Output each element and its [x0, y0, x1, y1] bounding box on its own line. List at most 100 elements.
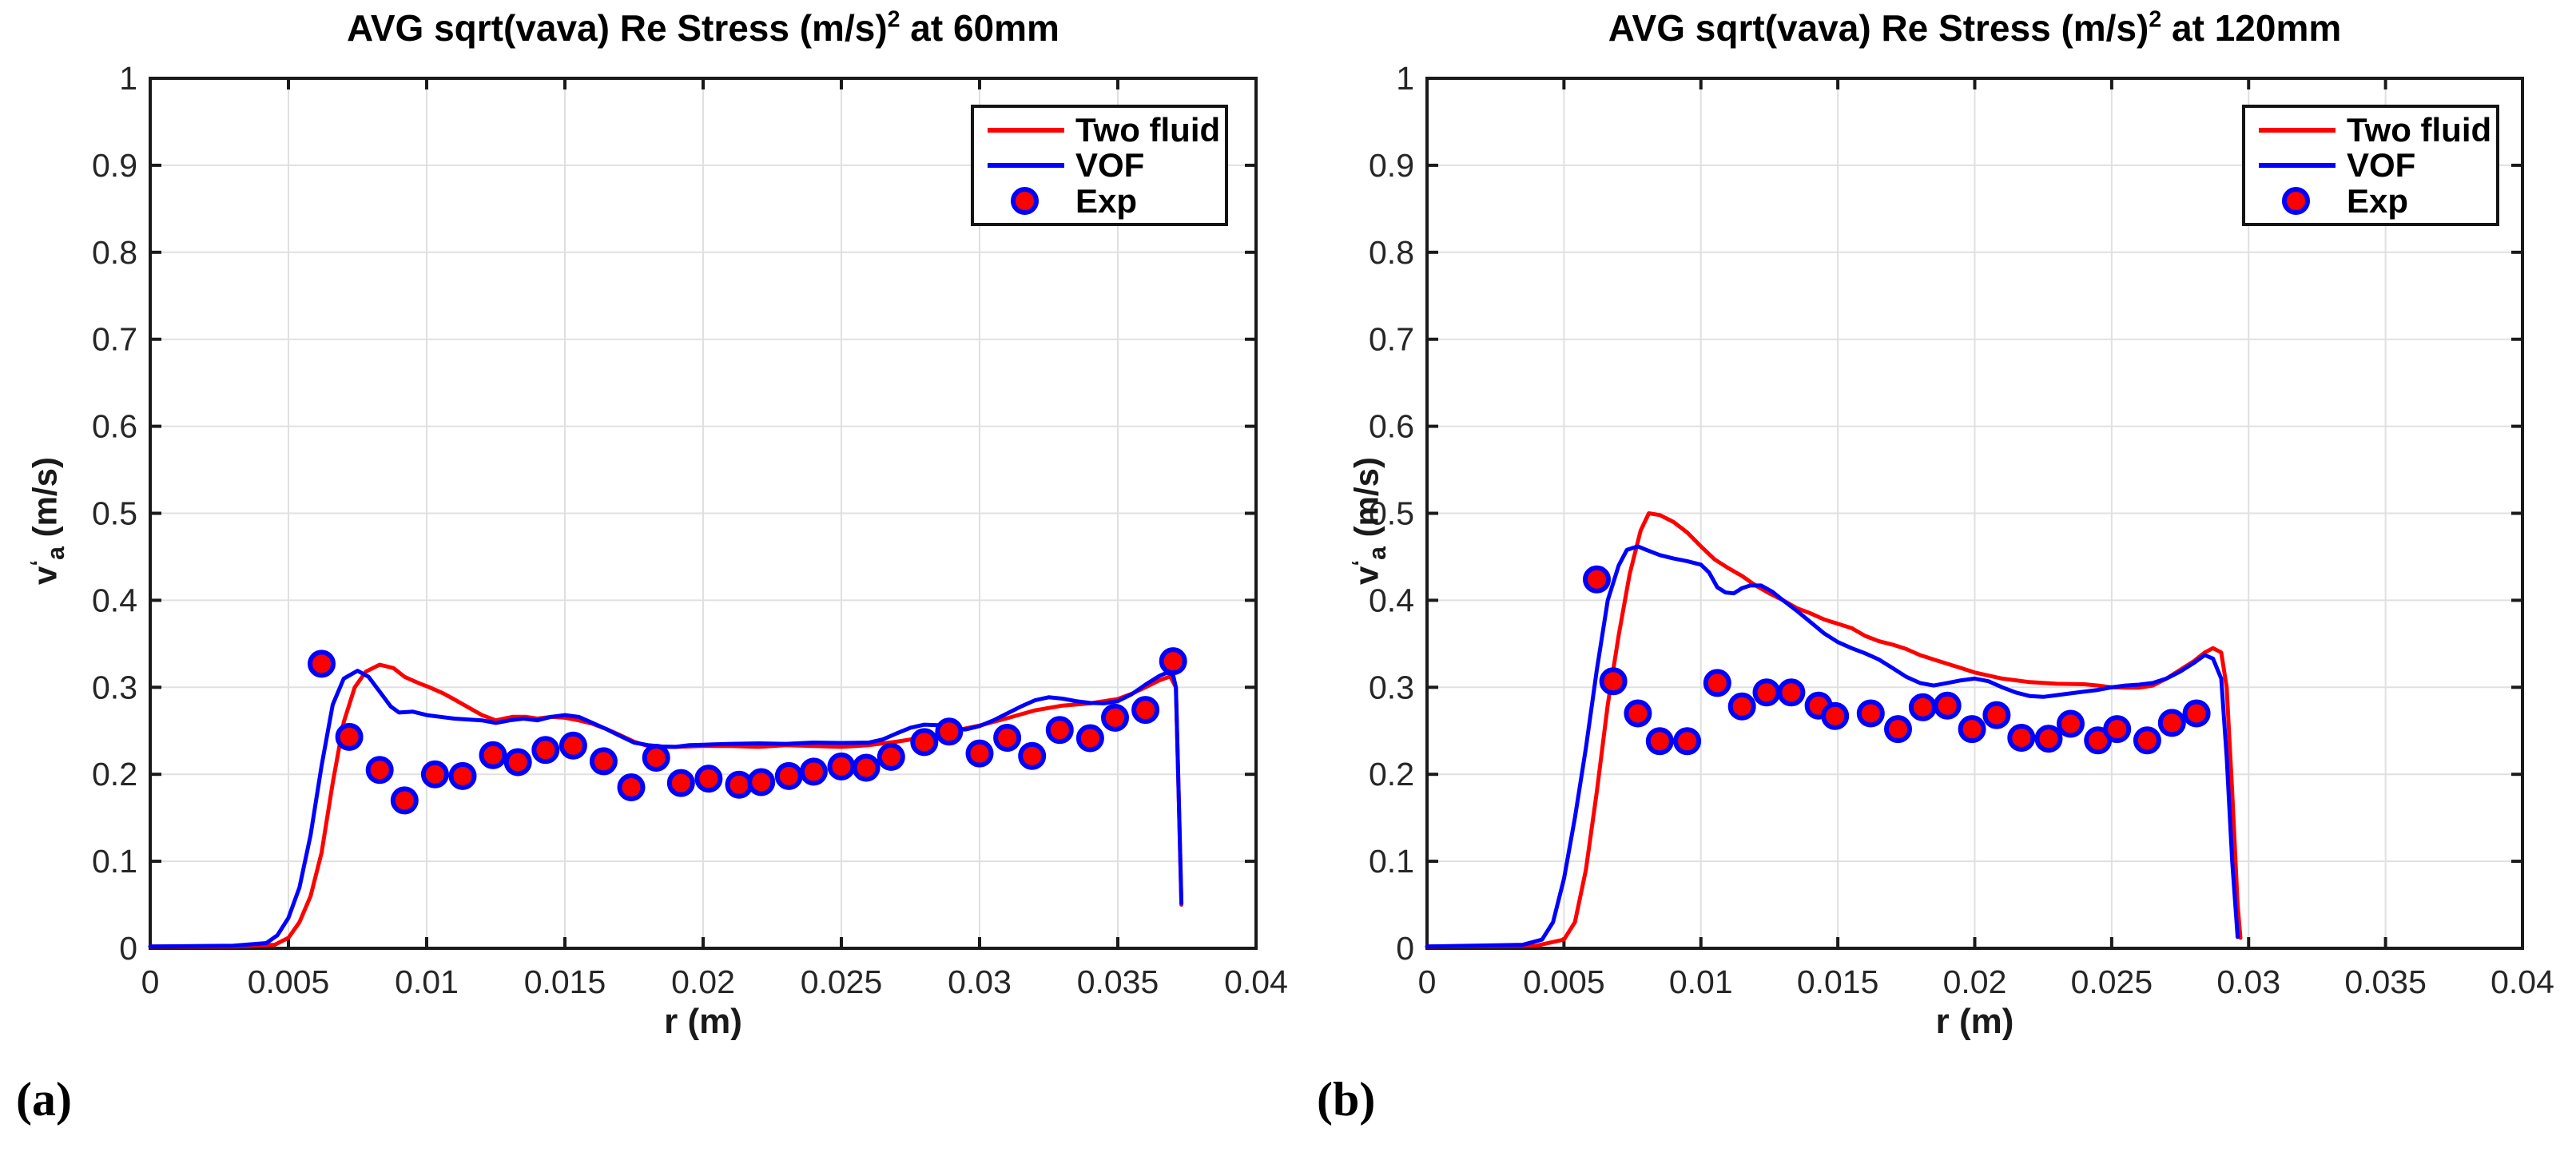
exp-point: [1018, 741, 1047, 770]
exp-point: [1884, 715, 1912, 744]
vof-line-swatch: [988, 163, 1064, 168]
exp-point: [1777, 678, 1806, 707]
y-tick-label: 0.2: [92, 756, 137, 793]
plot-title-60mm: AVG sqrt(vava) Re Stress (m/s)2 at 60mm: [150, 6, 1256, 50]
exp-point: [1131, 696, 1160, 725]
exp-point: [1752, 678, 1781, 707]
legend-item-two-fluid: Two fluid: [2245, 113, 2496, 147]
x-tick-label: 0.015: [1797, 963, 1879, 1000]
y-tick-label: 1: [1396, 60, 1414, 97]
exp-point: [365, 756, 394, 785]
exp-point: [1703, 669, 1731, 697]
y-tick-label: 0.9: [92, 147, 137, 184]
exp-point: [1856, 699, 1885, 728]
legend-label-vof: VOF: [1075, 146, 1145, 184]
x-tick-labels: 0 0.005 0.01 0.015 0.02 0.025 0.03 0.035 0.04: [1418, 963, 2554, 1000]
legend-item-vof: VOF: [2245, 149, 2496, 182]
y-tick-label: 0.4: [1369, 582, 1414, 618]
exp-point: [965, 739, 994, 768]
y-tick-label: 0.2: [1369, 756, 1414, 793]
exp-point: [308, 650, 336, 678]
ylabel-subscript: a: [1365, 546, 1392, 560]
exp-point: [420, 760, 449, 789]
y-tick-label: 0.9: [1369, 147, 1414, 184]
two-fluid-line-swatch: [988, 127, 1064, 133]
exp-point: [877, 742, 905, 771]
ylabel-v: v: [26, 566, 64, 585]
exp-point: [2007, 724, 2036, 752]
title-main: AVG sqrt(vava) Re Stress (m/s): [1608, 7, 2149, 49]
title-tail: at 60mm: [900, 7, 1059, 49]
exp-point: [1645, 727, 1674, 756]
legend-right: Two fluid VOF Exp: [2242, 105, 2499, 226]
x-tick-label: 0.035: [2344, 963, 2427, 1000]
exp-point: [852, 753, 881, 782]
y-tick-label: 0.1: [1369, 843, 1414, 880]
y-axis-label-left: v‘a (m/s): [26, 457, 70, 585]
exp-point: [666, 769, 695, 797]
plot-panel-120mm: 0 0.005 0.01 0.015 0.02 0.025 0.03 0.035 0.04 0 0.…: [1369, 60, 2554, 1000]
y-tick-label: 0: [119, 930, 137, 967]
exp-point: [1727, 692, 1756, 721]
exp-point: [2057, 709, 2085, 738]
gridlines: [150, 78, 1256, 948]
legend-label-exp: Exp: [1075, 181, 1138, 220]
exp-point: [479, 741, 507, 769]
exp-point: [2034, 725, 2063, 753]
x-tick-label: 0.03: [2216, 963, 2280, 1000]
exp-point: [1933, 691, 1962, 720]
x-tick-label: 0: [141, 963, 160, 1000]
y-tick-labels: 0 0.1 0.2 0.3 0.4 0.5 0.6 0.7 0.8 0.9 1: [1369, 60, 1414, 967]
exp-point: [1908, 693, 1937, 721]
y-axis-label-right: v‘a (m/s): [1347, 457, 1392, 585]
legend-label-exp: Exp: [2347, 181, 2409, 220]
title-main: AVG sqrt(vava) Re Stress (m/s): [347, 7, 888, 49]
two-fluid-curve: [148, 662, 1184, 949]
ylabel-unit: (m/s): [1347, 457, 1385, 547]
ylabel-prime: ‘: [1346, 559, 1372, 566]
title-tail: at 120mm: [2161, 7, 2342, 49]
exp-point: [335, 722, 364, 751]
y-tick-label: 0.8: [92, 234, 137, 271]
plot-title-120mm: AVG sqrt(vava) Re Stress (m/s)2 at 120mm: [1427, 6, 2522, 50]
x-tick-label: 0.025: [2071, 963, 2153, 1000]
ylabel-v: v: [1347, 566, 1385, 585]
y-tick-label: 0.6: [1369, 408, 1414, 445]
exp-marker-swatch: [2282, 187, 2310, 215]
exp-point: [935, 717, 964, 746]
y-tick-label: 0.5: [92, 495, 137, 532]
x-tick-label: 0.005: [248, 963, 330, 1000]
exp-point: [1159, 647, 1187, 676]
exp-point: [910, 728, 939, 757]
exp-point: [1958, 715, 1986, 744]
x-tick-label: 0.025: [801, 963, 883, 1000]
y-tick-label: 0.7: [92, 321, 137, 358]
y-tick-label: 0: [1396, 930, 1414, 967]
exp-point: [503, 748, 532, 777]
title-superscript: 2: [2149, 6, 2162, 33]
exp-points: [308, 647, 1187, 815]
x-tick-label: 0.04: [1224, 963, 1288, 1000]
legend-label-two-fluid: Two fluid: [2347, 110, 2492, 149]
vof-line-swatch: [2259, 163, 2335, 168]
exp-point: [799, 757, 828, 786]
x-tick-label: 0.02: [671, 963, 735, 1000]
x-tick-label: 0.035: [1077, 963, 1159, 1000]
exp-point: [694, 765, 723, 793]
y-tick-label: 0.3: [92, 669, 137, 705]
exp-point: [390, 786, 419, 815]
two-fluid-line-swatch: [2259, 127, 2335, 133]
exp-point: [1101, 703, 1129, 732]
y-tick-label: 0.7: [1369, 321, 1414, 358]
exp-point: [448, 761, 477, 790]
legend-left: Two fluid VOF Exp: [971, 105, 1228, 226]
x-tick-labels: 0 0.005 0.01 0.015 0.02 0.025 0.03 0.035 0.04: [141, 963, 1288, 1000]
exp-point: [559, 731, 587, 760]
y-tick-label: 1: [119, 60, 137, 97]
y-tick-label: 0.4: [92, 582, 137, 618]
plot-panel-60mm: 0 0.005 0.01 0.015 0.02 0.025 0.03 0.035 0.04 0 0.…: [92, 60, 1288, 1000]
x-tick-label: 0.01: [1669, 963, 1733, 1000]
y-tick-label: 0.5: [1369, 495, 1414, 532]
y-tick-labels: 0 0.1 0.2 0.3 0.4 0.5 0.6 0.7 0.8 0.9 1: [92, 60, 137, 967]
